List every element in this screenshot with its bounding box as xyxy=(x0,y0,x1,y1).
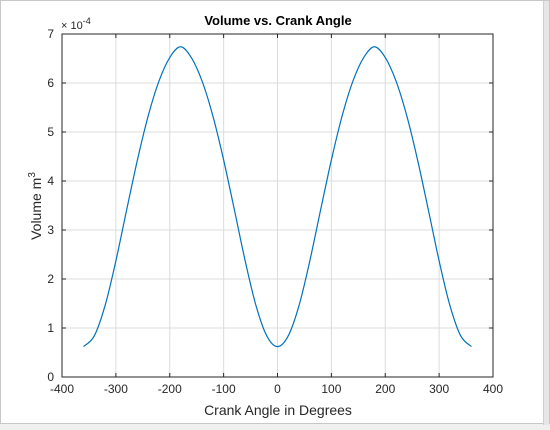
y-tick-label: 4 xyxy=(47,174,54,188)
x-tick-label: 200 xyxy=(375,382,395,396)
y-exponent-prefix: × 10 xyxy=(61,20,83,32)
y-exponent-power: -4 xyxy=(83,16,91,26)
x-axis-label: Crank Angle in Degrees xyxy=(204,402,352,418)
y-axis-label-text: Volume m xyxy=(28,178,44,240)
y-tick-label: 1 xyxy=(47,321,54,335)
grid xyxy=(62,34,493,377)
y-tick-label: 5 xyxy=(47,125,54,139)
x-tick-label: -100 xyxy=(212,382,236,396)
x-tick-label: -200 xyxy=(158,382,182,396)
y-tick-label: 0 xyxy=(47,370,54,384)
x-tick-label: 300 xyxy=(429,382,449,396)
y-axis-label: Volume m3 xyxy=(27,172,44,240)
y-tick-label: 7 xyxy=(47,27,54,41)
window-edge xyxy=(543,1,549,425)
y-tick-label: 3 xyxy=(47,223,54,237)
x-tick-label: 400 xyxy=(483,382,503,396)
x-tick-label: 0 xyxy=(274,382,281,396)
x-tick-label: 100 xyxy=(321,382,341,396)
series-line xyxy=(83,46,472,348)
y-exponent: × 10-4 xyxy=(61,16,91,32)
y-tick-label: 6 xyxy=(47,76,54,90)
chart-title: Volume vs. Crank Angle xyxy=(204,13,351,28)
x-tick-label: -400 xyxy=(50,382,74,396)
y-axis-label-superscript: 3 xyxy=(27,172,38,178)
axis-ticks: -400 -300 -200 -100 0 100 200 300 400 0 1 2 3 4 5 6 7 xyxy=(47,27,503,396)
x-tick-label: -300 xyxy=(104,382,128,396)
y-tick-label: 2 xyxy=(47,272,54,286)
